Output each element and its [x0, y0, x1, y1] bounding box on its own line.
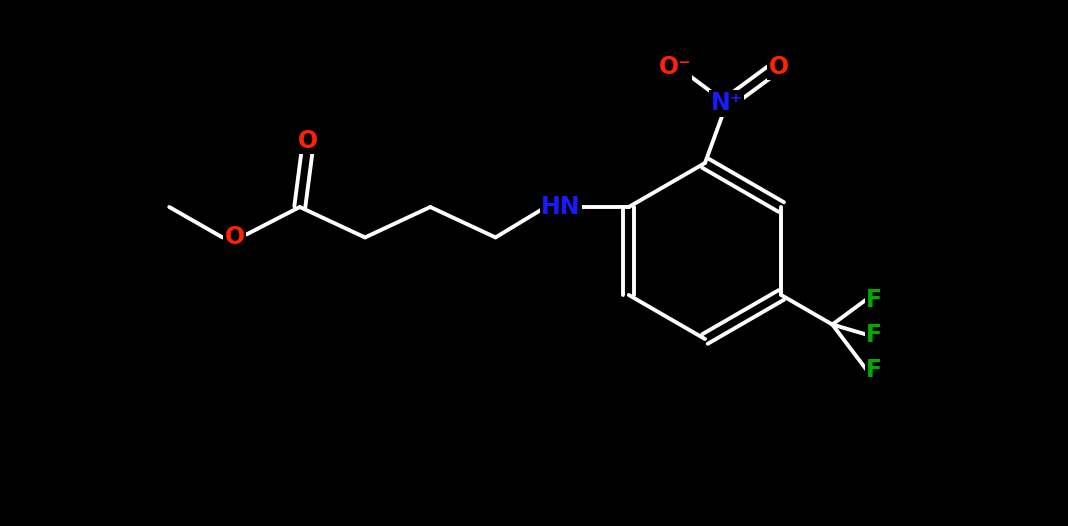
Text: F: F: [866, 358, 882, 381]
Text: O⁻: O⁻: [659, 55, 691, 79]
Text: O: O: [769, 55, 788, 79]
Text: O: O: [298, 129, 318, 153]
Text: F: F: [866, 288, 882, 311]
Text: F: F: [866, 322, 882, 347]
Text: N⁺: N⁺: [710, 92, 743, 116]
Text: O: O: [224, 226, 245, 249]
Text: HN: HN: [541, 195, 581, 219]
